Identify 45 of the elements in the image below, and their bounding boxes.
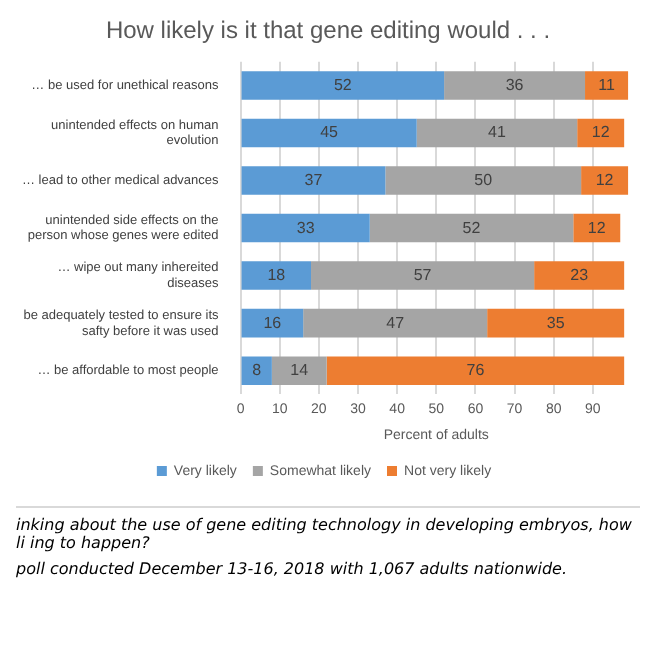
bar bbox=[573, 213, 621, 243]
data-label: 12 bbox=[587, 218, 607, 237]
data-label: 14 bbox=[290, 361, 310, 380]
bar bbox=[585, 71, 629, 100]
data-label: 8 bbox=[252, 361, 263, 380]
bar bbox=[241, 261, 312, 290]
data-label: 47 bbox=[386, 313, 406, 332]
data-label: 37 bbox=[304, 170, 324, 189]
bar bbox=[241, 213, 370, 243]
bar bbox=[326, 356, 625, 385]
data-label: 12 bbox=[595, 170, 615, 189]
data-label: 50 bbox=[474, 170, 494, 189]
text: inking about the use of gene editing technology in developing embryos, how li ing to happen? bbox=[16, 516, 634, 552]
data-label: 12 bbox=[591, 123, 611, 142]
bar bbox=[241, 166, 386, 195]
bar bbox=[241, 71, 445, 100]
data-label: 41 bbox=[488, 123, 507, 142]
bar bbox=[444, 71, 586, 100]
bar bbox=[581, 166, 629, 195]
data-label: 16 bbox=[263, 313, 283, 332]
bar bbox=[416, 118, 578, 148]
data-label: 52 bbox=[333, 75, 353, 94]
data-label: 18 bbox=[267, 266, 287, 285]
bar bbox=[369, 213, 574, 243]
bar bbox=[241, 308, 304, 338]
bar bbox=[577, 118, 625, 148]
bar bbox=[534, 261, 625, 290]
data-label: 36 bbox=[505, 75, 525, 94]
bar bbox=[241, 356, 272, 385]
data-label: 52 bbox=[462, 218, 482, 237]
bar bbox=[487, 308, 625, 338]
data-label: 57 bbox=[413, 266, 433, 285]
chart-title: How likely is it that gene editing would . . . bbox=[103, 16, 553, 44]
data-label: 76 bbox=[466, 361, 486, 380]
data-label: 35 bbox=[546, 313, 566, 332]
bar bbox=[303, 308, 488, 338]
bar bbox=[385, 166, 582, 195]
data-label: 45 bbox=[320, 123, 340, 142]
text: poll conducted December 13-16, 2018 with 1,067 adults nationwide. bbox=[16, 560, 569, 578]
data-label: 33 bbox=[296, 218, 316, 237]
bar bbox=[311, 261, 535, 290]
bar bbox=[241, 118, 417, 148]
data-label: 11 bbox=[598, 75, 616, 94]
data-label: 23 bbox=[570, 266, 590, 285]
bar bbox=[271, 356, 327, 385]
